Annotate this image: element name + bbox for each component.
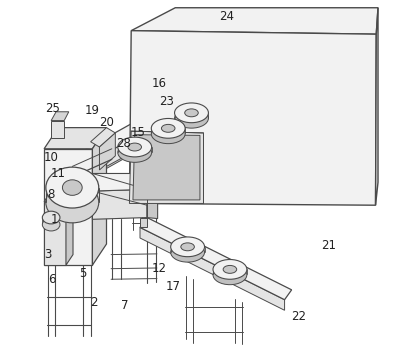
Ellipse shape [161, 124, 175, 132]
Ellipse shape [174, 103, 208, 123]
Text: 21: 21 [320, 239, 335, 252]
Polygon shape [375, 8, 377, 205]
Ellipse shape [151, 119, 185, 138]
Ellipse shape [212, 259, 246, 279]
Text: 28: 28 [115, 137, 130, 150]
Polygon shape [147, 164, 157, 191]
Ellipse shape [184, 109, 198, 117]
Text: 6: 6 [48, 273, 55, 286]
Ellipse shape [42, 211, 60, 224]
Ellipse shape [46, 167, 99, 208]
Ellipse shape [118, 143, 151, 162]
Polygon shape [44, 149, 92, 265]
Ellipse shape [170, 242, 204, 262]
Text: 16: 16 [152, 77, 166, 90]
Polygon shape [133, 135, 199, 200]
Polygon shape [106, 96, 203, 166]
Polygon shape [44, 202, 66, 265]
Text: 19: 19 [85, 103, 100, 116]
Text: 11: 11 [50, 167, 66, 180]
Polygon shape [92, 128, 106, 265]
Text: 8: 8 [47, 188, 55, 201]
Polygon shape [44, 128, 106, 149]
Polygon shape [129, 131, 203, 204]
Text: 2: 2 [90, 296, 97, 309]
Polygon shape [51, 121, 64, 138]
Ellipse shape [180, 243, 194, 251]
Polygon shape [140, 218, 147, 227]
Polygon shape [51, 112, 69, 121]
Ellipse shape [118, 137, 151, 157]
Ellipse shape [128, 143, 141, 151]
Ellipse shape [174, 108, 208, 128]
Ellipse shape [46, 182, 99, 223]
Polygon shape [66, 95, 203, 181]
Polygon shape [147, 189, 157, 219]
Polygon shape [64, 84, 212, 172]
Ellipse shape [170, 237, 204, 257]
Text: 1: 1 [51, 213, 58, 226]
Ellipse shape [223, 266, 236, 273]
Text: 22: 22 [290, 310, 306, 323]
Polygon shape [99, 133, 115, 170]
Ellipse shape [62, 180, 82, 195]
Text: 17: 17 [166, 280, 180, 293]
Polygon shape [92, 173, 147, 191]
Text: 7: 7 [121, 299, 128, 312]
Text: 5: 5 [79, 268, 86, 280]
Text: 25: 25 [45, 102, 60, 115]
Polygon shape [44, 191, 73, 202]
Polygon shape [66, 105, 203, 191]
Ellipse shape [42, 218, 60, 231]
Polygon shape [131, 8, 377, 34]
Polygon shape [140, 227, 284, 310]
Text: 15: 15 [131, 126, 145, 139]
Ellipse shape [212, 265, 246, 285]
Text: 12: 12 [152, 262, 166, 275]
Text: 23: 23 [159, 95, 173, 108]
Polygon shape [66, 191, 73, 265]
Polygon shape [140, 218, 291, 300]
Polygon shape [90, 128, 115, 147]
Text: 10: 10 [44, 151, 59, 164]
Text: 3: 3 [44, 248, 51, 261]
Text: 20: 20 [99, 116, 114, 129]
Text: 24: 24 [218, 10, 233, 23]
Ellipse shape [151, 124, 185, 144]
Polygon shape [92, 189, 147, 219]
Polygon shape [129, 31, 375, 205]
